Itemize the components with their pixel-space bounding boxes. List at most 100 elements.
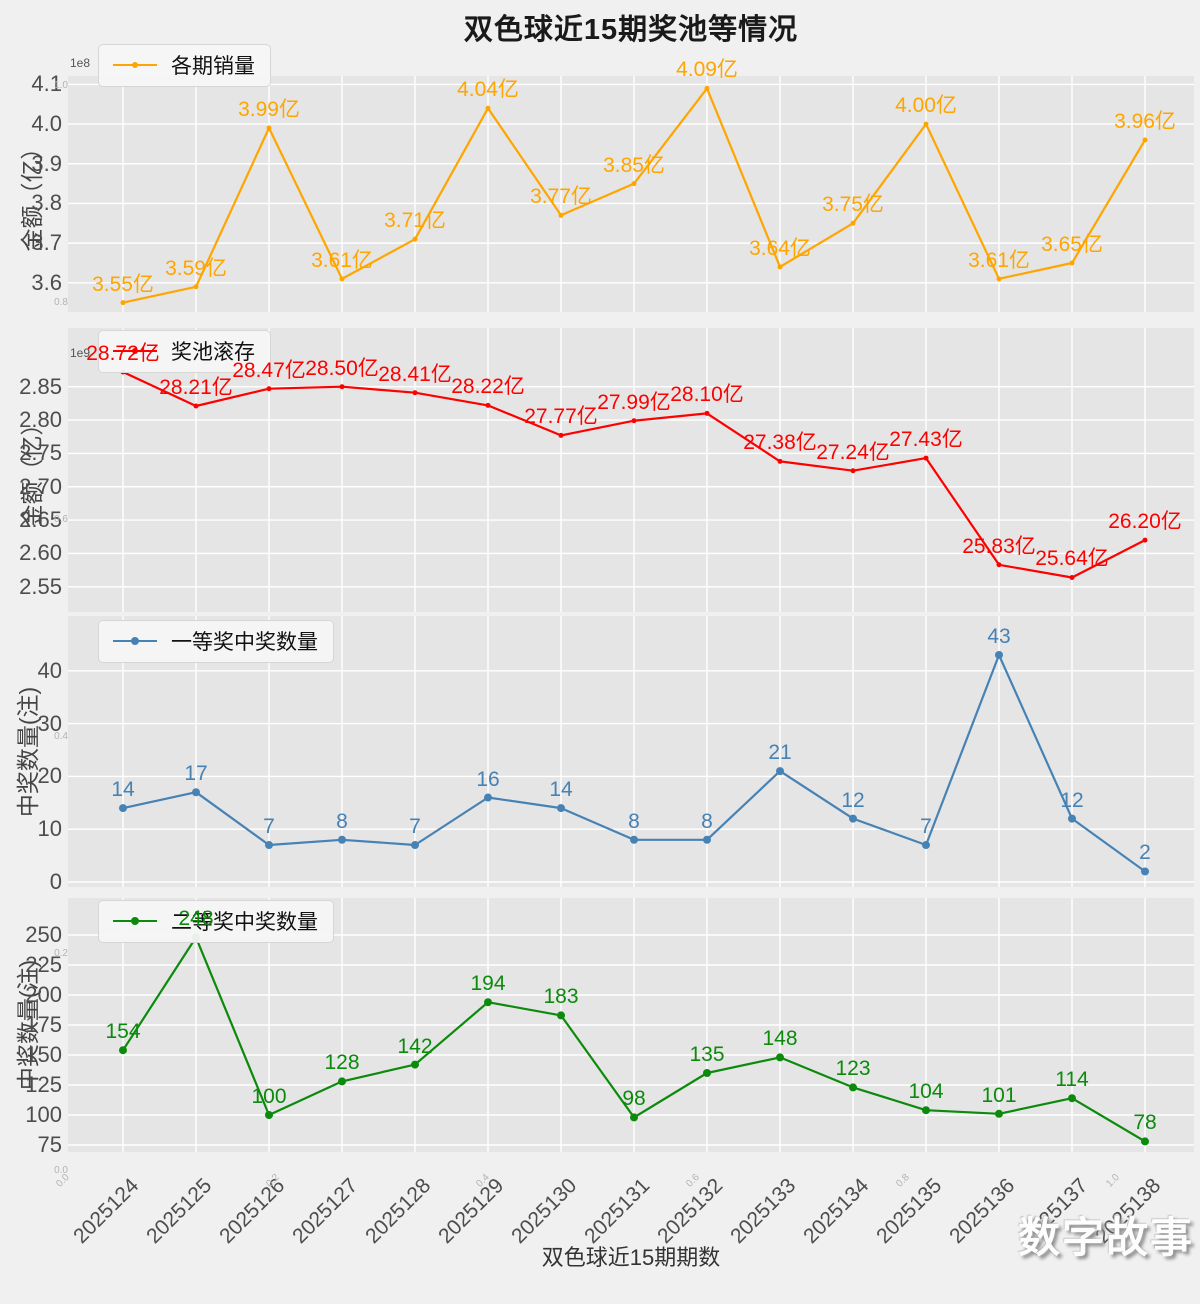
second-prize-data-point [995, 1109, 1003, 1118]
pool-data-point [558, 432, 564, 438]
data-label: 3.61亿 [968, 249, 1030, 272]
pool-data-point [266, 386, 272, 392]
y-tick-label: 2.55 [19, 574, 62, 599]
pool-data-point [704, 410, 710, 416]
first-prize-data-point [849, 814, 857, 823]
data-label: 3.64亿 [749, 237, 811, 260]
first-prize-data-point [1068, 814, 1076, 823]
data-label: 4.04亿 [457, 78, 519, 101]
data-label: 8 [628, 810, 640, 833]
second-prize-data-point [849, 1083, 857, 1092]
data-label: 114 [1055, 1068, 1089, 1091]
sales-data-point [631, 181, 637, 187]
data-label: 135 [689, 1043, 725, 1066]
sales-data-point [704, 85, 710, 91]
data-label: 7 [409, 815, 421, 838]
y-tick-label: 75 [37, 1132, 62, 1157]
data-label: 25.83亿 [962, 535, 1036, 558]
first-prize-data-point [411, 841, 419, 850]
y-tick-label: 2.60 [19, 540, 62, 565]
data-label: 7 [263, 815, 275, 838]
y-tick-label: 2.65 [19, 507, 62, 532]
data-label: 14 [111, 778, 135, 801]
data-label: 183 [543, 985, 579, 1008]
pool-data-point [339, 384, 345, 390]
data-label: 3.96亿 [1114, 110, 1176, 133]
first-prize-data-point [630, 835, 638, 844]
second-prize-data-point [1068, 1094, 1076, 1103]
y-tick-label: 2.75 [19, 440, 62, 465]
data-label: 27.43亿 [889, 428, 963, 451]
y-tick-label: 4.0 [31, 111, 62, 136]
data-label: 16 [476, 768, 500, 791]
sales-data-point [266, 125, 272, 131]
data-label: 78 [1133, 1111, 1157, 1134]
data-label: 3.85亿 [603, 154, 665, 177]
first-prize-data-point [338, 835, 346, 844]
hidden-axis-tick-left: 0.6 [54, 514, 68, 525]
pool-data-point [485, 402, 491, 408]
data-label: 101 [981, 1084, 1017, 1107]
data-label: 26.20亿 [1108, 510, 1182, 533]
y-tick-label: 225 [25, 952, 62, 977]
second-prize-data-point [776, 1053, 784, 1062]
data-label: 3.59亿 [165, 257, 227, 280]
data-label: 123 [835, 1057, 871, 1080]
y-tick-label: 3.8 [31, 190, 62, 215]
data-label: 2 [1139, 841, 1151, 864]
data-label: 12 [1060, 789, 1084, 812]
data-label: 43 [987, 625, 1011, 648]
legend-pool-label: 奖池滚存 [171, 341, 255, 364]
y-tick-label: 100 [25, 1102, 62, 1127]
first-prize-data-point [484, 793, 492, 802]
data-label: 3.65亿 [1041, 233, 1103, 256]
legend-second-prize-label: 二等奖中奖数量 [171, 911, 318, 934]
offset-text-1e9: 1e9 [70, 346, 91, 360]
data-label: 104 [908, 1080, 944, 1103]
pool-data-point [1142, 537, 1148, 543]
data-label: 3.71亿 [384, 209, 446, 232]
data-label: 28.10亿 [670, 383, 744, 406]
y-tick-label: 20 [37, 763, 62, 788]
second-prize-data-point [703, 1069, 711, 1077]
sales-data-point [1142, 137, 1148, 143]
figure: 双色球近15期奖池等情况 金额（亿） 金额（亿） 中奖数量(注) 中奖数量(注)… [15, 14, 1194, 1270]
sales-data-point [120, 300, 126, 306]
data-label: 14 [549, 778, 573, 801]
data-label: 17 [184, 762, 208, 785]
data-label: 148 [762, 1027, 798, 1050]
y-tick-label: 40 [37, 658, 62, 683]
y-tick-label: 150 [25, 1042, 62, 1067]
pool-data-point [777, 458, 783, 464]
first-prize-data-point [192, 788, 200, 797]
second-prize-data-point [557, 1011, 565, 1020]
legend-second-prize: 二等奖中奖数量 [98, 900, 334, 943]
sales-data-point [996, 276, 1002, 282]
hidden-axis-tick-left: 0.8 [54, 297, 68, 308]
second-prize-data-point [338, 1077, 346, 1086]
y-tick-label: 30 [37, 711, 62, 736]
chart-canvas [68, 76, 1194, 1152]
data-label: 27.99亿 [597, 391, 671, 414]
legend-first-prize-label: 一等奖中奖数量 [171, 631, 318, 654]
data-label: 142 [397, 1035, 433, 1058]
second-prize-data-point [1141, 1137, 1149, 1146]
data-label: 3.61亿 [311, 249, 373, 272]
sales-data-point [339, 276, 345, 282]
pool-data-point [1069, 574, 1075, 580]
pool-data-point [996, 562, 1002, 568]
data-label: 3.99亿 [238, 98, 300, 121]
data-label: 27.77亿 [524, 405, 598, 428]
pool-data-point [412, 390, 418, 396]
legend-first-prize: 一等奖中奖数量 [98, 620, 334, 663]
y-tick-label: 3.6 [31, 270, 62, 295]
data-label: 8 [336, 810, 348, 833]
sales-data-point [558, 212, 564, 218]
legend-pool-line-icon [113, 348, 157, 354]
data-label: 28.50亿 [305, 357, 379, 380]
data-label: 154 [105, 1020, 141, 1043]
data-label: 8 [701, 810, 713, 833]
data-label: 25.64亿 [1035, 547, 1109, 570]
data-label: 28.72亿 [86, 342, 160, 365]
x-axis-title: 双色球近15期期数 [541, 1245, 721, 1270]
